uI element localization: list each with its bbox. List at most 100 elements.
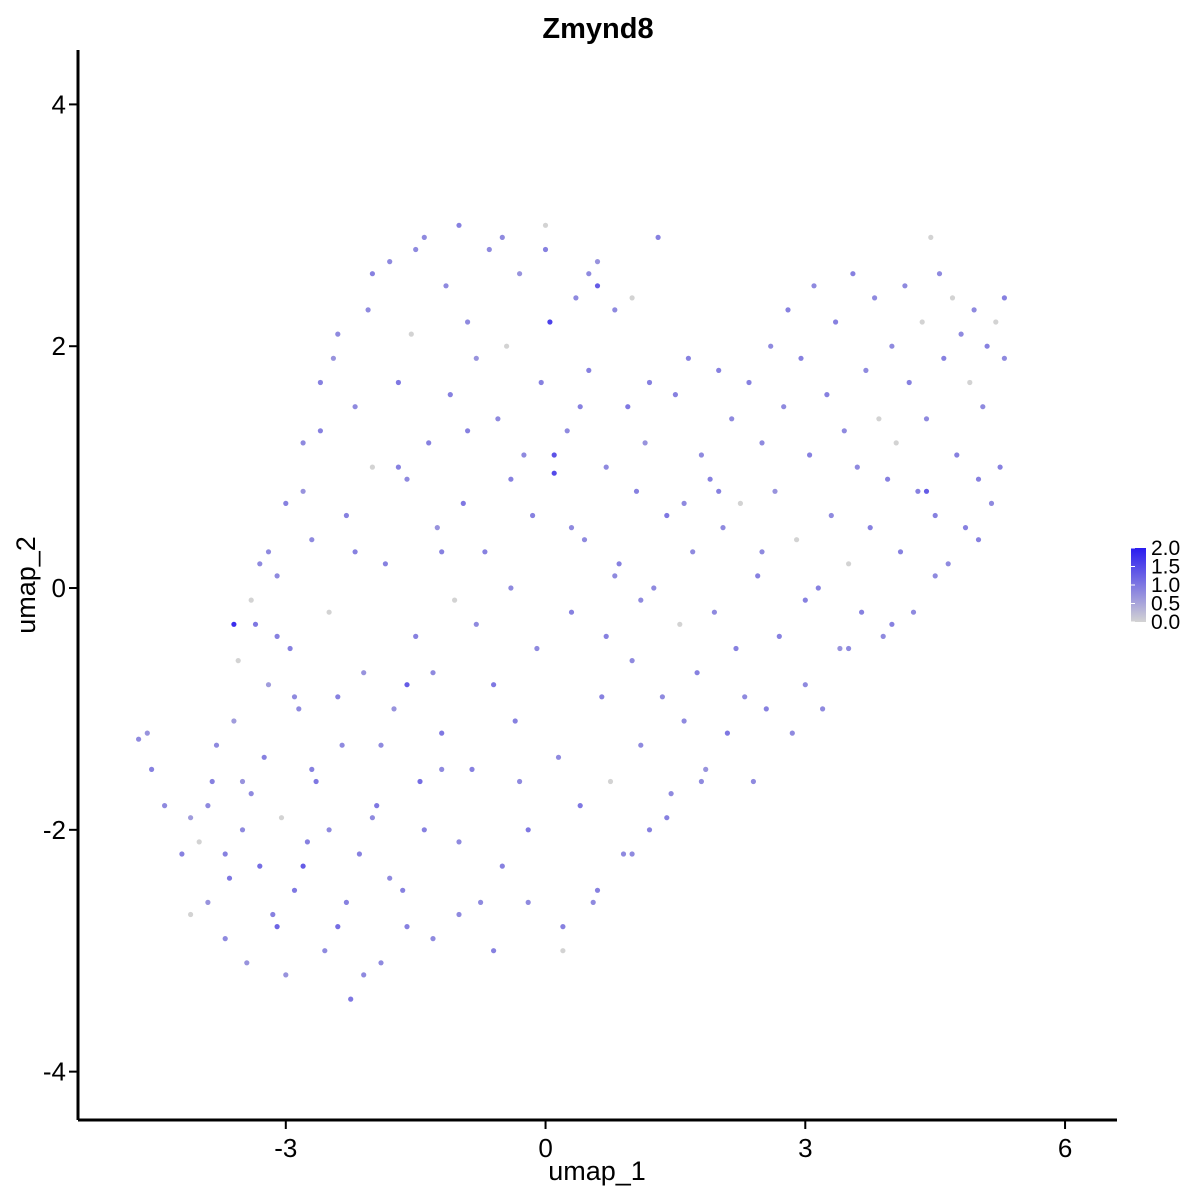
data-point [469,766,475,773]
data-point [820,706,826,712]
data-point [213,742,220,748]
data-point [226,875,233,881]
data-point [486,246,492,253]
data-point [287,645,293,652]
x-tick-label: -3 [274,1133,297,1163]
data-point [620,851,627,857]
data-point [677,621,683,627]
data-point [971,307,977,313]
data-point [967,379,973,386]
data-point [568,609,575,615]
data-point [681,718,687,724]
data-point [417,778,423,785]
data-point [530,512,536,519]
data-point [659,694,666,700]
data-point [335,331,341,337]
data-point [456,839,462,845]
data-point [923,416,930,422]
data-point [452,597,458,603]
data-point [335,694,341,700]
data-point [633,488,640,494]
data-point [408,331,414,337]
data-point [889,621,895,627]
data-point [867,525,873,531]
color-legend-label: 2.0 [1151,537,1180,560]
data-point [434,525,440,531]
data-point [482,549,488,555]
data-point [975,476,982,482]
data-point [317,379,323,386]
data-point [603,633,609,640]
data-point [859,609,865,615]
data-point [1001,295,1008,301]
data-point [742,694,748,700]
data-point [162,803,168,809]
data-point [729,416,735,422]
data-point [594,283,601,289]
data-point [339,742,345,748]
data-point [400,887,406,893]
data-point [343,512,349,519]
data-point [919,319,925,325]
data-point [404,682,410,688]
data-point [517,271,523,277]
data-point [603,464,609,470]
data-point [231,718,237,724]
data-point [144,730,150,736]
data-point [491,948,497,954]
data-point [997,464,1003,470]
data-point [300,440,306,446]
data-point [252,621,259,627]
data-point [798,355,804,361]
color-legend-label: 1.0 [1151,574,1180,597]
data-point [391,706,397,712]
data-point [534,645,540,652]
data-point [568,525,575,531]
data-point [512,718,518,724]
data-point [733,645,739,652]
data-point [642,440,648,446]
data-point [378,742,384,748]
data-point [590,899,596,906]
data-point [395,464,401,470]
data-point [802,682,808,688]
data-point [668,791,674,797]
data-point [335,924,341,930]
data-point [737,500,744,506]
data-point [404,924,410,930]
data-point [616,561,622,567]
data-point [439,549,445,555]
x-ticks: -3 0 3 6 [274,1120,1072,1163]
data-point [646,379,653,386]
data-point [361,972,367,978]
data-point [439,766,445,773]
data-point [430,936,436,942]
data-point [698,452,705,458]
data-point [703,766,709,773]
data-point [205,899,211,906]
data-point [863,367,869,373]
data-point [646,827,653,833]
data-point [776,633,782,640]
data-point [707,476,713,482]
data-point [551,470,557,476]
data-point [629,295,635,301]
x-tick-label: 3 [798,1133,812,1163]
data-point [897,549,904,555]
data-point [235,658,241,664]
data-point [828,512,834,519]
data-point [932,573,938,579]
data-point [257,863,263,869]
data-point [638,742,644,748]
data-point [923,488,930,494]
data-point [850,271,856,277]
data-point [542,246,549,253]
x-axis-label: umap_1 [548,1156,646,1186]
data-point [421,234,427,240]
data-point [586,367,592,373]
data-point [564,428,570,434]
data-point [594,259,601,265]
data-point [239,827,246,833]
data-point [330,355,336,361]
data-point [573,295,579,301]
